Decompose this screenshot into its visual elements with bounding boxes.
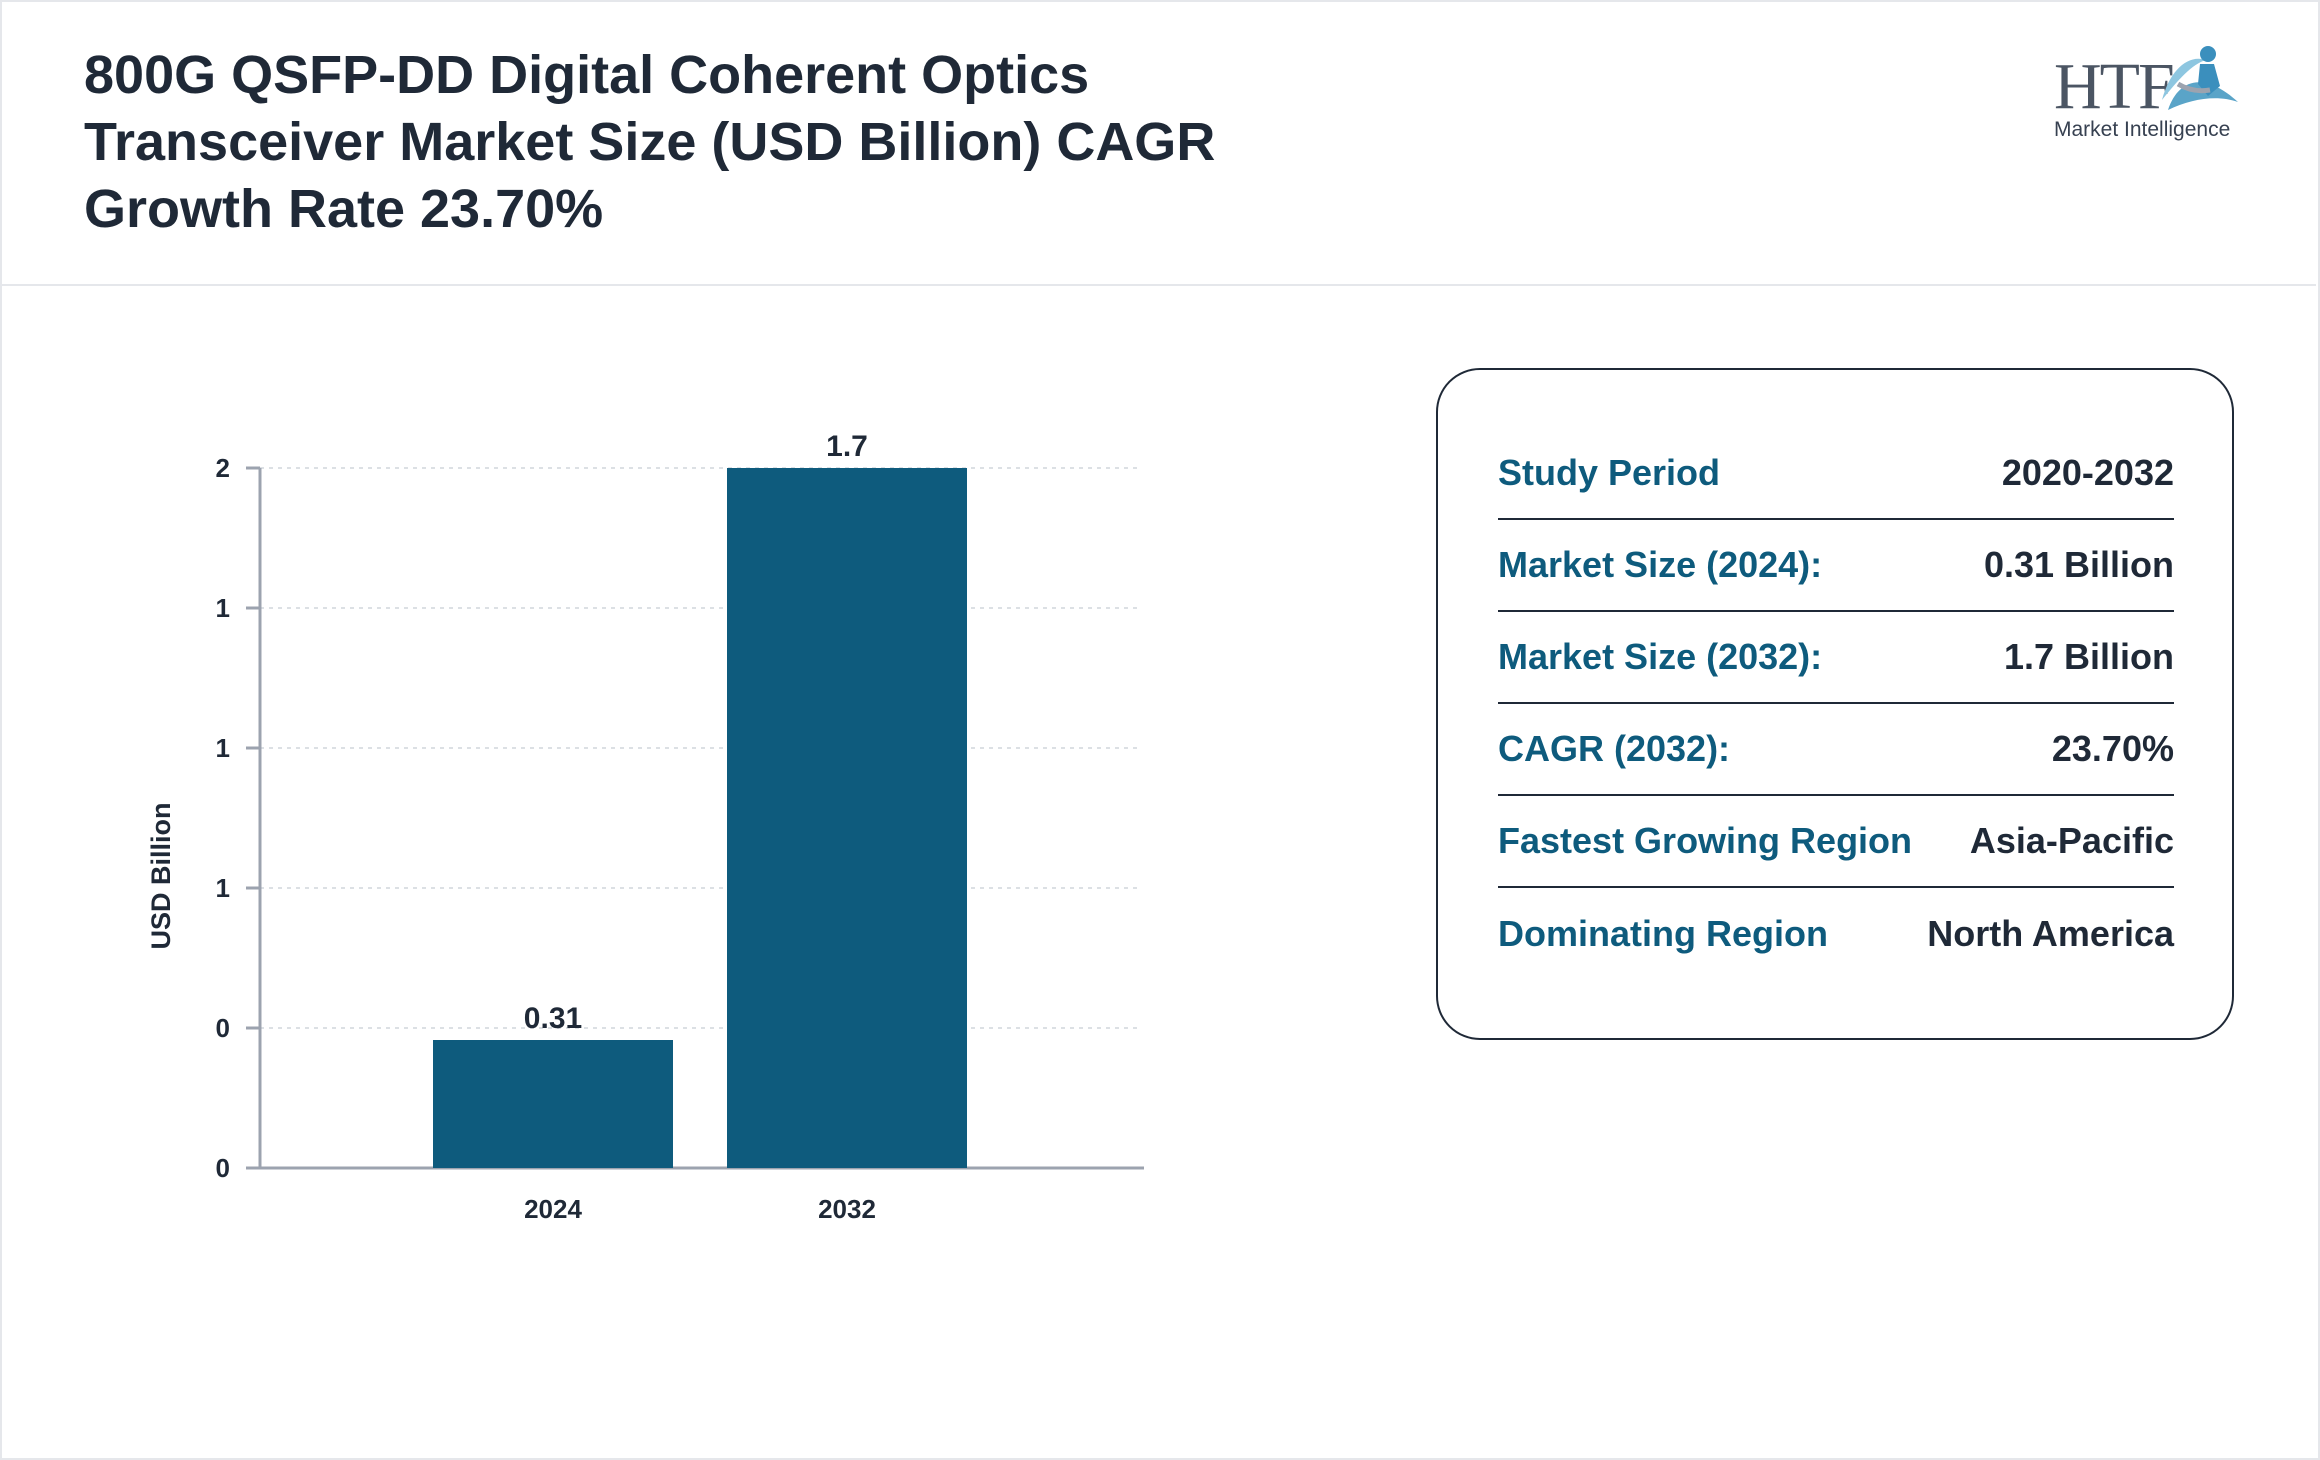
y-tick-label: 0 (216, 1153, 230, 1183)
info-row-cagr: CAGR (2032): 23.70% (1498, 704, 2174, 796)
info-row-study-period: Study Period 2020-2032 (1498, 428, 2174, 520)
info-value: 1.7 Billion (2003, 636, 2174, 677)
y-tick-label: 0 (216, 1013, 230, 1043)
info-row-dominating-region: Dominating Region North America (1498, 888, 2174, 980)
y-tick-label: 1 (216, 733, 230, 763)
info-value: 0.31 Billion (1983, 544, 2174, 585)
info-label: Study Period (1498, 452, 1721, 493)
info-value: 23.70% (2051, 728, 2174, 769)
info-value: Asia-Pacific (1969, 820, 2174, 861)
data-label: 1.7 (826, 430, 868, 463)
info-row-market-size-2032: Market Size (2032): 1.7 Billion (1498, 612, 2174, 704)
summary-card: Study Period 2020-2032 Market Size (2024… (1436, 368, 2234, 1040)
logo-brand: HTF (2054, 50, 2175, 123)
info-label: CAGR (2032): (1498, 728, 1731, 769)
x-tick-label: 2032 (818, 1194, 876, 1224)
info-value: North America (1927, 913, 2174, 954)
y-axis-label: USD Billion (146, 803, 176, 950)
info-row-fastest-growing-region: Fastest Growing Region Asia-Pacific (1498, 796, 2174, 888)
bar-2032 (727, 468, 967, 1168)
bar-chart: 0 0 1 1 1 2 USD Billion 0.31 2024 1.7 2032 (146, 430, 1144, 1224)
header: 800G QSFP-DD Digital Coherent Optics Tra… (0, 0, 2316, 286)
y-tick-label: 1 (216, 873, 230, 903)
info-label: Market Size (2024): (1498, 544, 1823, 585)
bar-2024 (433, 1040, 673, 1168)
logo-tagline: Market Intelligence (2054, 118, 2231, 141)
logo-figure-icon (2162, 46, 2238, 110)
info-row-market-size-2024: Market Size (2024): 0.31 Billion (1498, 520, 2174, 612)
htf-logo: HTF Market Intelligence (2050, 40, 2240, 150)
info-label: Market Size (2032): (1498, 636, 1823, 677)
page-title: 800G QSFP-DD Digital Coherent Optics Tra… (84, 45, 1216, 239)
info-value: 2020-2032 (2001, 452, 2174, 493)
info-label: Dominating Region (1498, 913, 1828, 954)
x-tick-label: 2024 (524, 1194, 582, 1224)
y-tick-label: 2 (216, 453, 230, 483)
y-tick-label: 1 (216, 593, 230, 623)
data-label: 0.31 (524, 1002, 582, 1035)
info-label: Fastest Growing Region (1498, 820, 1913, 861)
